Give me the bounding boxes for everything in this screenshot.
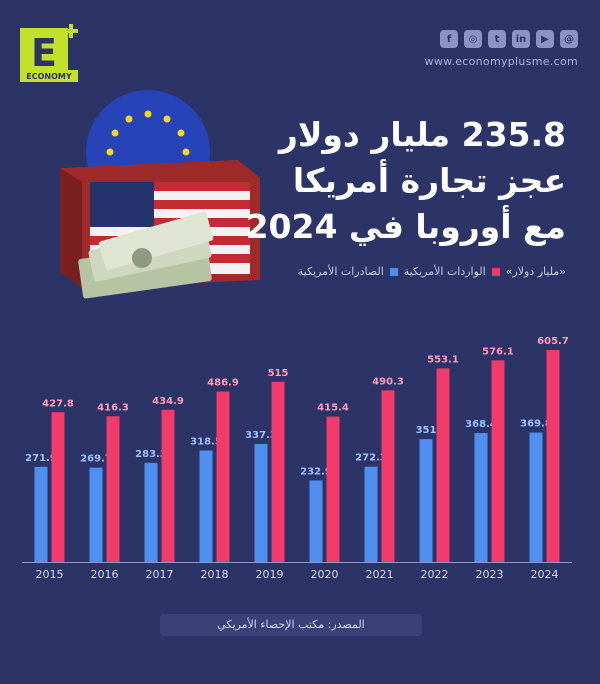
- bar-exports-2016: [89, 467, 103, 562]
- bar-exports-2019: [254, 443, 268, 562]
- threads-icon[interactable]: @: [560, 30, 578, 48]
- label-imports-2017: 434.9: [152, 396, 184, 407]
- label-imports-2024: 605.7: [537, 336, 569, 347]
- facebook-icon[interactable]: f: [440, 30, 458, 48]
- source-note: المصدر: مكتب الإحصاء الأمريكي: [160, 614, 422, 636]
- bar-exports-2015: [34, 466, 48, 562]
- legend-imports-label: الواردات الأمريكية: [403, 265, 486, 278]
- bar-imports-2020: [326, 416, 340, 562]
- social-links: f ◎ t in ▶ @: [440, 30, 578, 48]
- bar-exports-2021: [364, 466, 378, 562]
- x-tick-2016: 2016: [91, 568, 119, 581]
- label-exports-2018: 318.5: [190, 437, 222, 448]
- website-url[interactable]: www.economyplusme.com: [424, 55, 578, 68]
- x-tick-2022: 2022: [421, 568, 449, 581]
- label-exports-2022: 351: [416, 425, 437, 436]
- label-imports-2018: 486.9: [207, 378, 239, 389]
- label-exports-2015: 271.9: [25, 453, 57, 464]
- bar-exports-2023: [474, 433, 488, 562]
- x-tick-2023: 2023: [476, 568, 504, 581]
- headline-line-1: 235.8 مليار دولار: [278, 115, 566, 154]
- bar-imports-2017: [161, 409, 175, 562]
- bar-exports-2024: [529, 432, 543, 562]
- instagram-icon[interactable]: ◎: [464, 30, 482, 48]
- headline: 235.8 مليار دولار عجز تجارة أمريكا مع أو…: [236, 112, 566, 250]
- chart-legend: «مليار دولار» الواردات الأمريكية الصادرا…: [298, 265, 566, 278]
- twitter-icon[interactable]: t: [488, 30, 506, 48]
- label-imports-2020: 415.4: [317, 403, 349, 414]
- label-exports-2024: 369.8: [520, 419, 552, 430]
- label-imports-2021: 490.3: [372, 376, 404, 387]
- bar-imports-2024: [546, 350, 560, 562]
- bar-imports-2023: [491, 360, 505, 562]
- bar-imports-2019: [271, 381, 285, 562]
- money-stack-icon: [78, 211, 214, 299]
- x-tick-2015: 2015: [36, 568, 64, 581]
- label-exports-2019: 337.3: [245, 430, 277, 441]
- x-tick-2020: 2020: [311, 568, 339, 581]
- bar-imports-2016: [106, 416, 120, 562]
- bar-exports-2018: [199, 450, 213, 562]
- label-imports-2023: 576.1: [482, 346, 514, 357]
- bar-imports-2018: [216, 391, 230, 562]
- logo-letter: E: [31, 31, 57, 75]
- x-tick-2021: 2021: [366, 568, 394, 581]
- youtube-icon[interactable]: ▶: [536, 30, 554, 48]
- label-exports-2021: 272.3: [355, 453, 387, 464]
- label-exports-2017: 283.3: [135, 449, 167, 460]
- logo-word: ECONOMY: [26, 72, 72, 81]
- bar-exports-2022: [419, 439, 433, 562]
- headline-line-3: مع أوروبا في 2024: [245, 207, 566, 246]
- bar-imports-2015: [51, 412, 65, 562]
- label-imports-2022: 553.1: [427, 354, 459, 365]
- bar-exports-2017: [144, 462, 158, 562]
- bar-imports-2022: [436, 368, 450, 562]
- legend-exports-swatch: [389, 267, 398, 276]
- legend-imports-swatch: [491, 267, 500, 276]
- linkedin-icon[interactable]: in: [512, 30, 530, 48]
- legend-exports-label: الصادرات الأمريكية: [297, 265, 384, 278]
- legend-unit: «مليار دولار»: [505, 265, 566, 278]
- x-tick-2024: 2024: [531, 568, 559, 581]
- headline-line-2: عجز تجارة أمريكا: [292, 161, 566, 200]
- economy-logo: E ECONOMY: [20, 24, 78, 82]
- x-tick-2018: 2018: [201, 568, 229, 581]
- label-imports-2015: 427.8: [42, 398, 74, 409]
- label-exports-2020: 232.9: [300, 466, 332, 477]
- x-tick-2017: 2017: [146, 568, 174, 581]
- label-imports-2019: 515: [268, 368, 289, 379]
- label-exports-2016: 269.7: [80, 454, 112, 465]
- trade-illustration: [60, 90, 260, 299]
- bar-exports-2020: [309, 480, 323, 562]
- label-imports-2016: 416.3: [97, 402, 129, 413]
- x-tick-2019: 2019: [256, 568, 284, 581]
- bar-imports-2021: [381, 390, 395, 562]
- label-exports-2023: 368.4: [465, 419, 497, 430]
